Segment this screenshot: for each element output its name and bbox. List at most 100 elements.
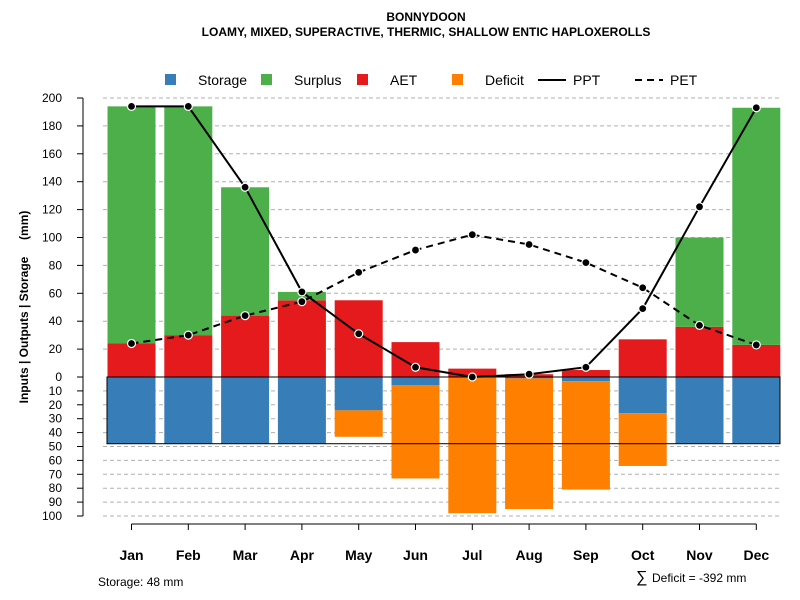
aet-bar (164, 335, 213, 377)
y-tick-label: 50 (49, 440, 63, 454)
y-axis-label: Inputs | Outputs | Storage (mm) (17, 211, 31, 404)
x-tick-label: Apr (290, 547, 315, 563)
legend-label: PPT (573, 72, 601, 88)
x-tick-label: Jul (462, 547, 482, 563)
y-tick-label: 70 (49, 467, 63, 481)
aet-bar (618, 339, 667, 377)
deficit-bar (448, 377, 497, 514)
y-tick-label: 200 (42, 91, 62, 105)
surplus-bar (221, 187, 270, 316)
storage-bar (334, 377, 383, 411)
y-tick-label: 60 (49, 286, 63, 300)
lines (126, 101, 761, 382)
pet-point (751, 340, 761, 350)
y-tick-label: 180 (42, 119, 62, 133)
legend-swatch (452, 74, 463, 85)
y-tick-label: 10 (49, 384, 63, 398)
deficit-bar (391, 385, 440, 479)
deficit-sum-symbol: ∑ (636, 569, 647, 586)
y-tick-label: 120 (42, 203, 62, 217)
ppt-point (467, 372, 477, 382)
ppt-point (638, 304, 648, 314)
y-tick-label: 100 (42, 231, 62, 245)
pet-line (131, 233, 757, 346)
y-tick-label: 90 (49, 495, 63, 509)
surplus-bar (732, 107, 781, 345)
aet-bar (277, 300, 326, 377)
y-tick-label: 140 (42, 175, 62, 189)
ppt-point (524, 369, 534, 379)
storage-bar (732, 377, 781, 444)
ppt-point (410, 362, 421, 372)
storage-capacity-frame (106, 376, 781, 445)
legend-swatch (261, 74, 272, 85)
pet-point (126, 338, 137, 349)
x-tick-label: Sep (573, 547, 599, 563)
ppt-point (354, 329, 364, 339)
y-tick-label: 60 (49, 453, 63, 467)
aet-bar (561, 370, 610, 377)
surplus-bar (107, 106, 156, 344)
aet-bar (732, 344, 781, 377)
pet-point (467, 230, 477, 240)
surplus-bar (164, 106, 213, 336)
ppt-point (694, 202, 705, 212)
y-tick-label: 40 (49, 314, 63, 328)
aet-bar (675, 326, 724, 377)
ppt-point (240, 182, 250, 192)
pet-point (183, 330, 193, 340)
pet-point (297, 297, 307, 307)
pet-point (240, 311, 250, 321)
legend-label: Deficit (485, 72, 524, 88)
y-tick-label: 30 (49, 412, 63, 426)
y-tick-label: 20 (49, 398, 63, 412)
storage-bar (675, 377, 724, 444)
pet-point (354, 267, 364, 277)
storage-capacity-box (106, 376, 781, 445)
axes: 0204060801001201401601802001020304050607… (42, 91, 769, 563)
aet-bar (107, 343, 156, 377)
chart-title: BONNYDOON (386, 10, 465, 24)
storage-bar (221, 377, 270, 444)
storage-bar (164, 377, 213, 444)
legend-label: Storage (198, 72, 247, 88)
ppt-point (751, 103, 761, 113)
pet-point (524, 239, 534, 250)
legend-swatch (165, 74, 176, 85)
deficit-bar (334, 410, 383, 437)
ppt-point (126, 101, 137, 111)
pet-point (410, 245, 421, 255)
y-tick-label: 20 (49, 342, 63, 356)
y-tick-label: 100 (42, 509, 62, 523)
aet-bar (221, 315, 270, 377)
storage-bar (277, 377, 326, 444)
pet-point (581, 258, 591, 268)
x-tick-label: May (345, 547, 372, 563)
gridlines (103, 97, 780, 517)
legend-label: PET (670, 72, 698, 88)
ppt-point (581, 362, 591, 372)
y-tick-label: 0 (55, 370, 62, 384)
storage-bar (107, 377, 156, 444)
deficit-bar (618, 413, 667, 466)
x-tick-label: Mar (233, 547, 258, 563)
legend-label: Surplus (294, 72, 341, 88)
y-tick-label: 160 (42, 147, 62, 161)
y-tick-label: 80 (49, 258, 63, 272)
storage-bar (618, 377, 667, 414)
storage-footnote: Storage: 48 mm (98, 575, 183, 589)
y-tick-label: 40 (49, 426, 63, 440)
x-tick-label: Feb (176, 547, 201, 563)
x-tick-label: Jan (119, 547, 143, 563)
x-tick-label: Nov (686, 547, 713, 563)
x-tick-label: Dec (743, 547, 769, 563)
x-tick-label: Oct (631, 547, 655, 563)
legend-label: AET (390, 72, 418, 88)
ppt-point (297, 287, 307, 297)
legend: Storage Surplus AET Deficit PPT PET (165, 72, 698, 88)
pet-point (638, 283, 648, 293)
x-tick-label: Aug (515, 547, 542, 563)
deficit-footnote: Deficit = -392 mm (652, 571, 746, 585)
pet-point (694, 320, 705, 330)
